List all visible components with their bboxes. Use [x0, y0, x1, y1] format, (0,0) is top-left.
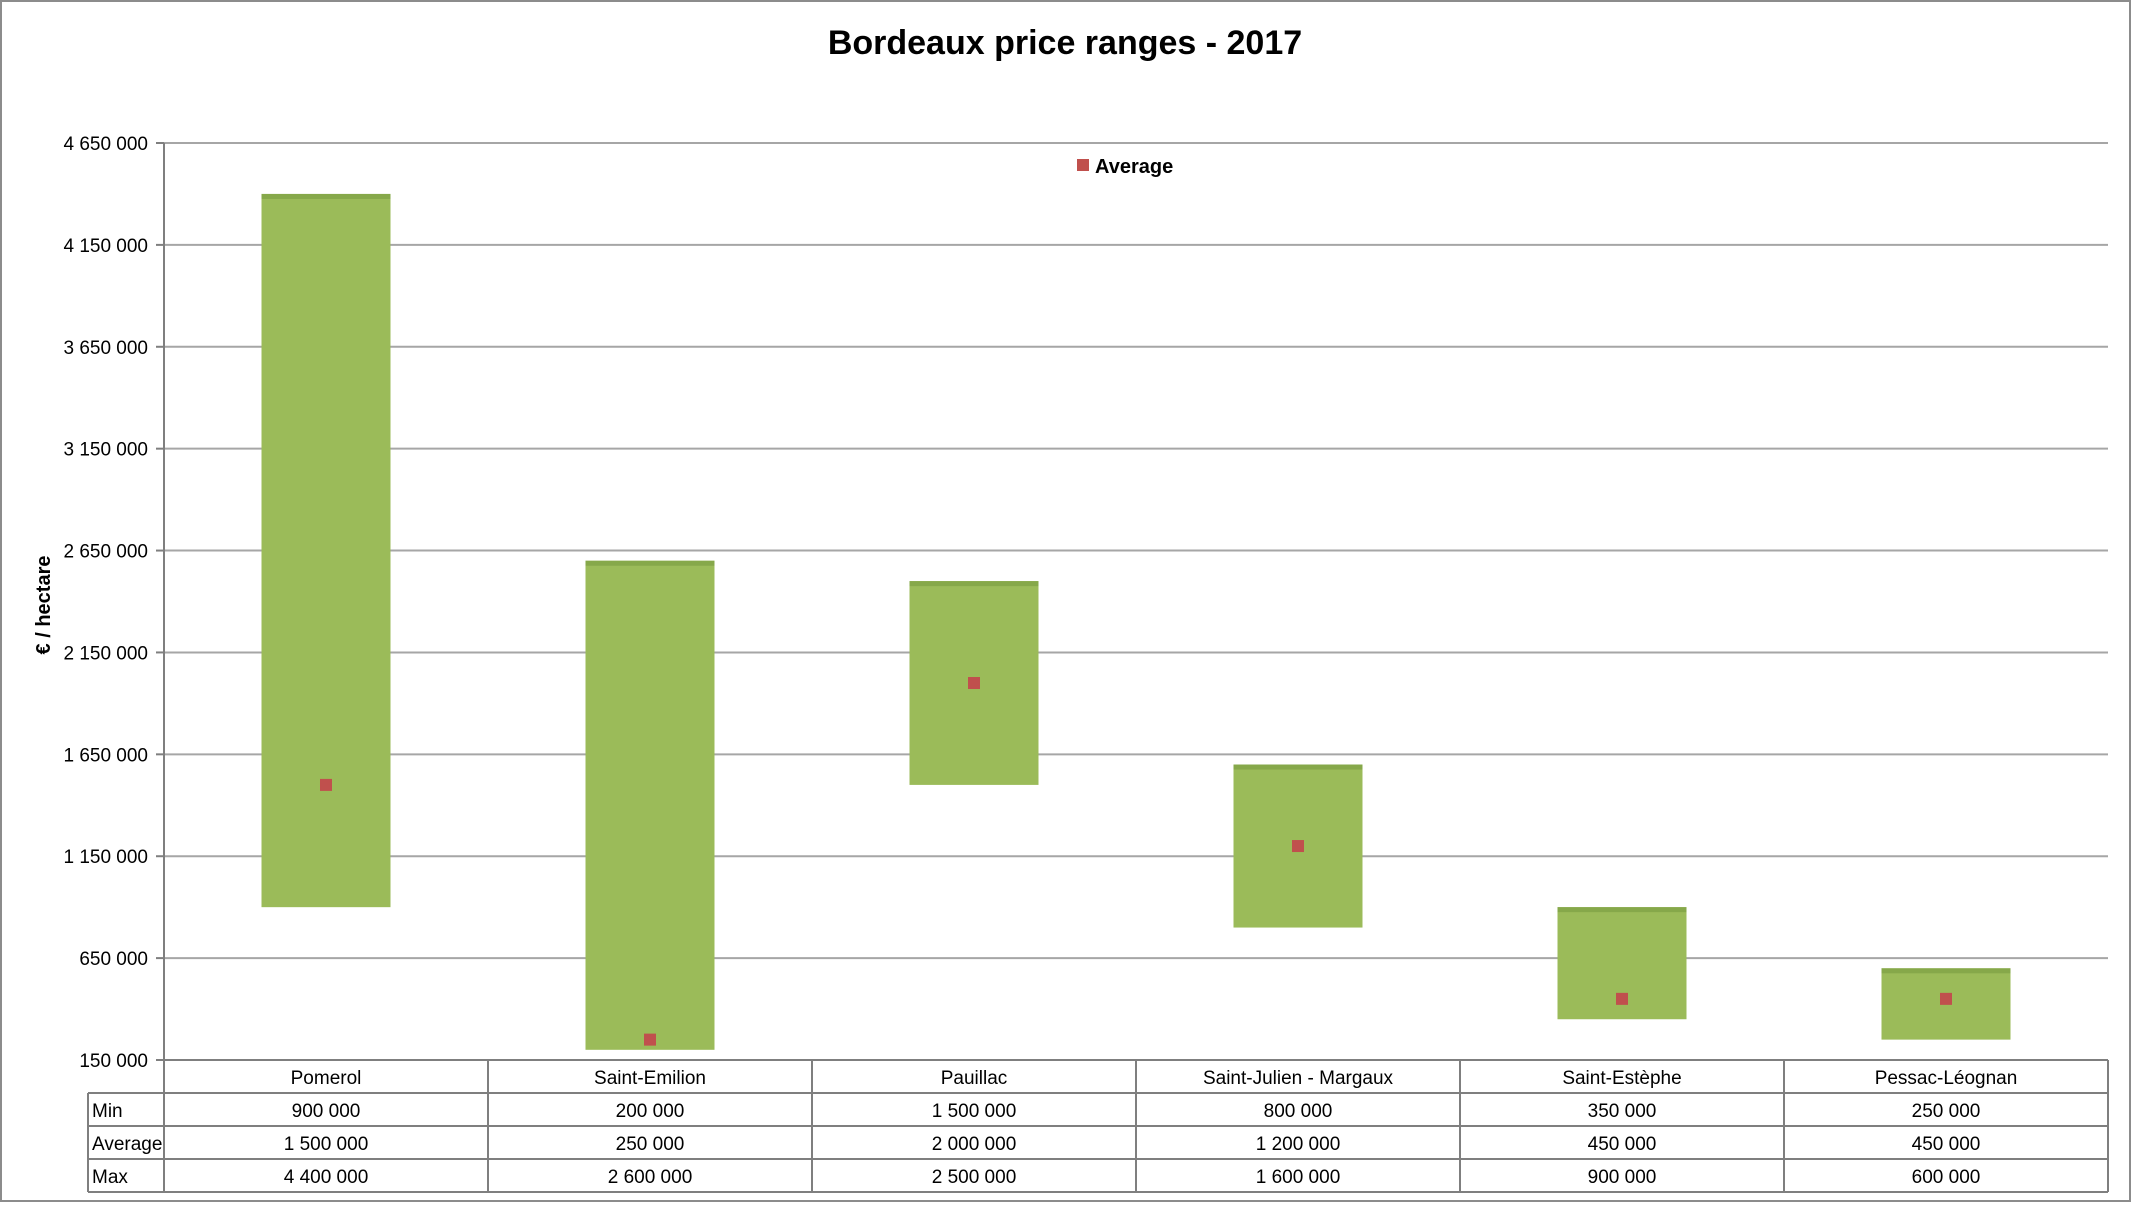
average-marker-pauillac	[968, 677, 980, 690]
y-tick-label: 4 150 000	[63, 236, 148, 257]
y-tick-label: 3 650 000	[63, 338, 148, 359]
range-bar-cap-saint-estephe	[1557, 907, 1687, 913]
chart-title: Bordeaux price ranges - 2017	[828, 24, 1302, 62]
category-label-pauillac: Pauillac	[941, 1068, 1008, 1089]
y-tick-label: 650 000	[79, 949, 148, 970]
table-cell: 350 000	[1588, 1101, 1657, 1122]
table-cell: 250 000	[1912, 1101, 1981, 1122]
table-cell: 450 000	[1912, 1134, 1981, 1155]
y-axis-ticks: 150 000 650 000 1 150 000 1 650 000 2 150 00…	[63, 134, 148, 1072]
y-tick-label: 4 650 000	[63, 134, 148, 155]
range-bar-cap-pessac-leognan	[1881, 968, 2011, 974]
y-tick-label: 2 650 000	[63, 542, 148, 563]
data-table: Pomerol Saint-Emilion Pauillac Saint-Julien…	[87, 1059, 2109, 1193]
range-bar-cap-pauillac	[909, 581, 1039, 587]
table-cell: 1 200 000	[1256, 1134, 1341, 1155]
table-cell: 800 000	[1264, 1101, 1333, 1122]
legend-label-average: Average	[1095, 156, 1173, 178]
table-cell: 900 000	[292, 1101, 361, 1122]
y-tick-label: 150 000	[79, 1051, 148, 1072]
table-row-label-average: Average	[92, 1134, 162, 1155]
range-bar-pomerol	[261, 193, 391, 908]
y-tick-label: 1 650 000	[63, 745, 148, 766]
table-cell: 2 000 000	[932, 1134, 1017, 1155]
table-cell: 900 000	[1588, 1167, 1657, 1188]
legend: Average	[1077, 156, 1173, 178]
table-cell: 1 500 000	[284, 1134, 369, 1155]
table-cell: 1 500 000	[932, 1101, 1017, 1122]
category-label-saint-estephe: Saint-Estèphe	[1562, 1068, 1681, 1089]
table-cell: 4 400 000	[284, 1167, 369, 1188]
y-tick-label: 2 150 000	[63, 643, 148, 664]
average-marker-saint-emilion	[644, 1033, 656, 1046]
table-cell: 2 500 000	[932, 1167, 1017, 1188]
y-tick-label: 3 150 000	[63, 440, 148, 461]
table-cell: 600 000	[1912, 1167, 1981, 1188]
category-label-saint-julien-margaux: Saint-Julien - Margaux	[1203, 1068, 1394, 1089]
y-axis-label: € / hectare	[33, 556, 55, 655]
average-marker-saint-julien-margaux	[1292, 840, 1304, 853]
average-marker-pessac-leognan	[1940, 992, 1952, 1005]
legend-swatch-average	[1077, 159, 1089, 171]
range-bar-cap-saint-julien-margaux	[1233, 764, 1363, 770]
table-cell: 250 000	[616, 1134, 685, 1155]
table-cell: 2 600 000	[608, 1167, 693, 1188]
average-markers	[320, 677, 1952, 1046]
y-tick-label: 1 150 000	[63, 847, 148, 868]
table-cell: 200 000	[616, 1101, 685, 1122]
range-bar-saint-emilion	[585, 560, 715, 1050]
range-bar-cap-pomerol	[261, 193, 391, 199]
average-marker-saint-estephe	[1616, 992, 1628, 1005]
table-cell: 450 000	[1588, 1134, 1657, 1155]
table-row-label-max: Max	[92, 1167, 128, 1188]
table-cell: 1 600 000	[1256, 1167, 1341, 1188]
average-marker-pomerol	[320, 778, 332, 791]
range-bar-cap-saint-emilion	[585, 560, 715, 566]
category-label-pomerol: Pomerol	[291, 1068, 362, 1089]
category-label-saint-emilion: Saint-Emilion	[594, 1068, 706, 1089]
category-label-pessac-leognan: Pessac-Léognan	[1875, 1068, 2018, 1089]
table-row-label-min: Min	[92, 1101, 123, 1122]
